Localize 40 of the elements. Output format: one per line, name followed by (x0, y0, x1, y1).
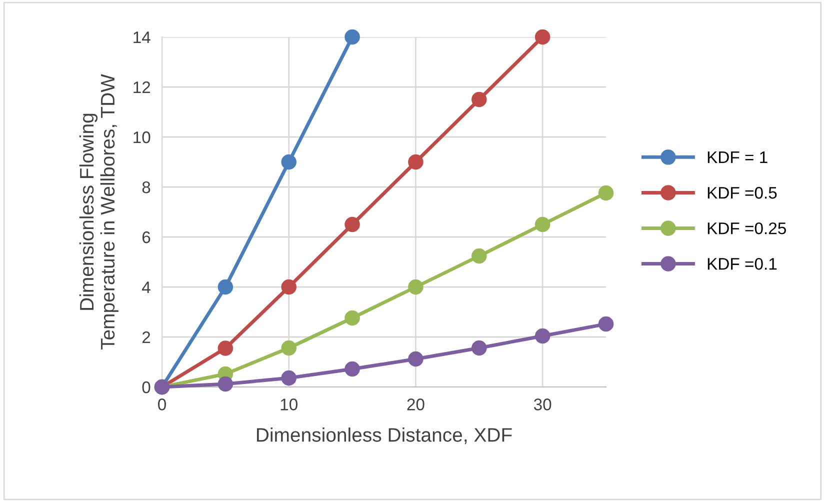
legend-label: KDF =0.1 (708, 258, 777, 270)
point (408, 154, 424, 170)
point (218, 340, 234, 356)
point (281, 279, 296, 295)
point (408, 279, 424, 295)
y-tick-label: 10 (134, 131, 150, 144)
point (534, 216, 550, 232)
y-tick-label: 8 (142, 181, 150, 194)
point (218, 376, 234, 392)
y-tick-label: 0 (142, 381, 150, 394)
x-axis-title: Dimensionless Distance, XDF (257, 428, 512, 444)
point (344, 361, 360, 377)
x-tick-label: 20 (407, 398, 424, 410)
point (281, 340, 296, 356)
legend-label: KDF = 1 (708, 152, 768, 164)
point (472, 248, 487, 264)
point (472, 92, 487, 108)
point (598, 185, 614, 201)
y-axis-title: Dimensionless Flowing Temperature in Wellbores, TDW (79, 74, 118, 350)
legend-label: KDF =0.25 (708, 222, 786, 234)
x-tick-label: 0 (158, 398, 166, 410)
point (281, 154, 296, 170)
x-tick-label: 30 (534, 398, 552, 410)
legend-label: KDF =0.5 (708, 186, 777, 199)
point (472, 340, 487, 356)
y-tick-label: 4 (142, 282, 150, 294)
point (344, 29, 360, 45)
point (598, 316, 614, 332)
point (281, 370, 296, 386)
point (218, 279, 234, 295)
point (344, 310, 360, 326)
y-tick-label: 12 (134, 81, 150, 94)
point (408, 351, 424, 367)
point (344, 216, 360, 232)
y-tick-label: 6 (142, 231, 150, 244)
point (534, 29, 550, 45)
x-tick-label: 10 (280, 398, 298, 410)
y-tick-label: 2 (142, 331, 150, 344)
point (534, 328, 550, 344)
y-tick-label: 14 (134, 32, 150, 44)
